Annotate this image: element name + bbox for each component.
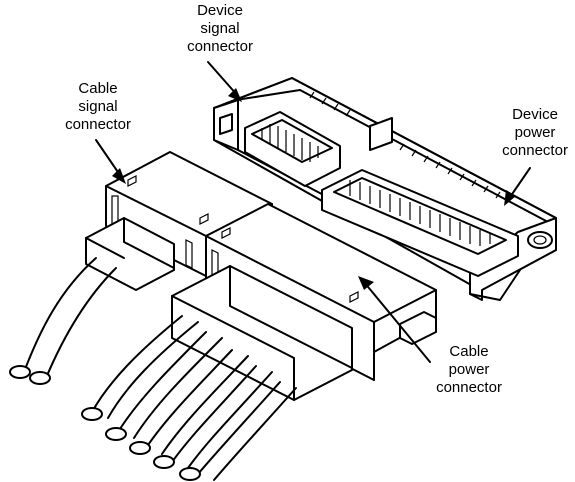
label-cable-signal-connector: Cable signal connector xyxy=(65,80,131,133)
label-device-power-connector: Device power connector xyxy=(502,106,568,159)
arrow-device-signal xyxy=(207,61,242,102)
arrow-cable-signal xyxy=(95,139,126,184)
device-power-slot xyxy=(309,91,519,277)
arrow-cable-power xyxy=(358,276,431,363)
device-signal-slot xyxy=(244,111,341,187)
key-tab xyxy=(369,117,393,151)
arrow-device-power xyxy=(504,167,531,206)
label-device-signal-connector: Device signal connector xyxy=(187,2,253,55)
label-cable-power-connector: Cable power connector xyxy=(436,343,502,396)
cable-power-connector xyxy=(81,203,437,481)
